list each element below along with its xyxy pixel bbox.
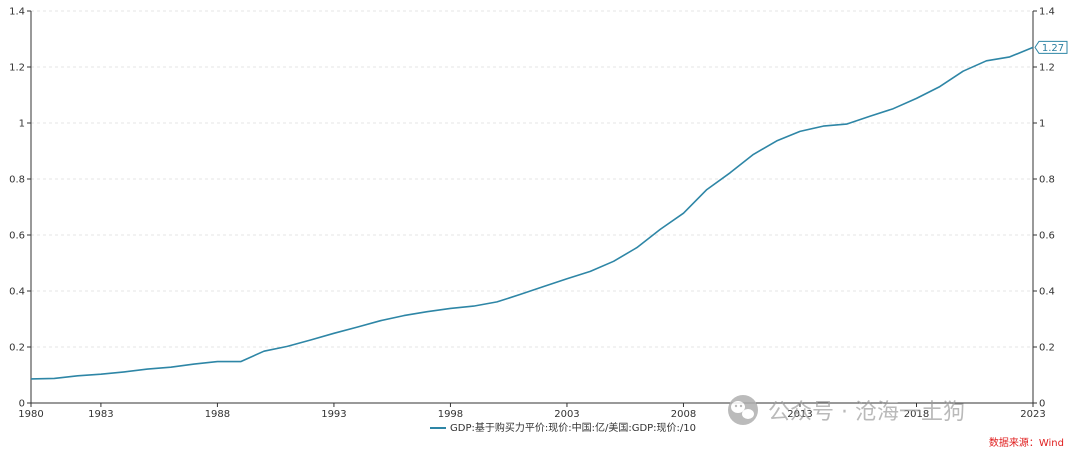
legend-label: GDP:基于购买力平价:现价:中国:亿/美国:GDP:现价:/10 (450, 421, 696, 434)
series-line (30, 46, 1034, 380)
x-tick-label: 2008 (671, 409, 696, 420)
y-tick-label-right: 0.4 (1039, 287, 1055, 298)
axes (30, 11, 1034, 404)
x-tick-label: 1988 (205, 409, 230, 420)
last-value-label: 1.27 (1042, 43, 1064, 54)
x-tick-label: 2013 (787, 409, 812, 420)
y-tick-label-right: 1.2 (1039, 63, 1055, 74)
source-label: 数据来源：Wind (989, 436, 1064, 449)
y-tick-label-left: 0.4 (9, 287, 25, 298)
watermark: 公众号 · 沧海一土狗 (728, 395, 965, 425)
y-tick-label-right: 0.6 (1039, 231, 1055, 242)
y-tick-label-left: 1.2 (9, 63, 25, 74)
grid-lines (31, 10, 1033, 348)
y-tick-label-left: 0.6 (9, 231, 25, 242)
y-tick-label-right: 0.2 (1039, 343, 1055, 354)
y-tick-label-right: 1.4 (1039, 7, 1055, 18)
y-axis-left: 0 0.2 0.4 0.6 0.8 1 1.2 1.4 (9, 7, 31, 410)
x-axis: 1980 1983 1988 1993 1998 2003 2008 2013 2018 2023 (18, 403, 1046, 420)
wechat-icon (728, 395, 758, 425)
series-group (30, 46, 1034, 380)
x-tick-label: 2023 (1020, 409, 1045, 420)
x-tick-label: 2003 (554, 409, 579, 420)
x-tick-label: 1998 (438, 409, 463, 420)
y-tick-label-right: 0 (1039, 399, 1045, 410)
y-tick-label-left: 1 (19, 119, 25, 130)
y-tick-label-right: 0.8 (1039, 175, 1055, 186)
callout-box (1034, 40, 1068, 54)
x-tick-label: 2018 (904, 409, 929, 420)
y-tick-label-left: 0.2 (9, 343, 25, 354)
x-tick-label: 1993 (321, 409, 346, 420)
x-tick-label: 1983 (88, 409, 113, 420)
x-tick-label: 1980 (18, 409, 43, 420)
y-tick-label-left: 1.4 (9, 7, 25, 18)
y-tick-label-left: 0 (19, 399, 25, 410)
y-tick-label-right: 1 (1039, 119, 1045, 130)
y-axis-right: 0 0.2 0.4 0.6 0.8 1 1.2 1.4 (1033, 7, 1055, 410)
legend[interactable]: GDP:基于购买力平价:现价:中国:亿/美国:GDP:现价:/10 (430, 421, 696, 434)
y-tick-label-left: 0.8 (9, 175, 25, 186)
last-value-callout: 1.27 (1034, 40, 1068, 54)
watermark-text: 公众号 · 沧海一土狗 (768, 400, 965, 425)
